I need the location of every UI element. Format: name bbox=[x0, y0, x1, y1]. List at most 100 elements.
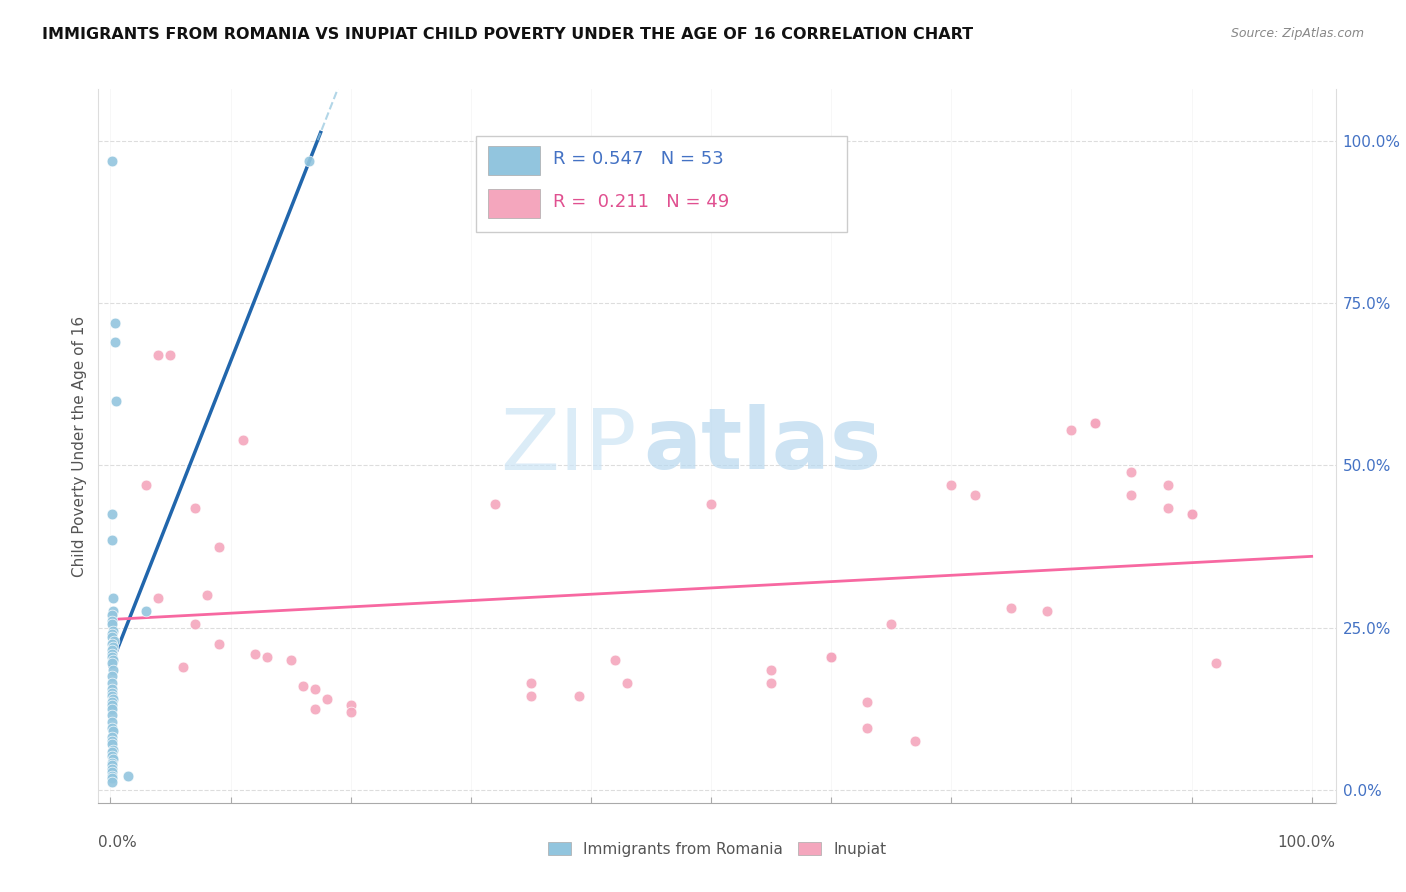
Point bbox=[820, 649, 842, 664]
Point bbox=[100, 649, 122, 664]
Point bbox=[100, 745, 122, 759]
Point bbox=[520, 675, 543, 690]
Point bbox=[101, 752, 124, 766]
Point bbox=[172, 659, 194, 673]
Point bbox=[104, 316, 127, 330]
FancyBboxPatch shape bbox=[488, 146, 540, 175]
Point bbox=[243, 647, 266, 661]
Point bbox=[159, 348, 181, 362]
Point bbox=[100, 775, 122, 789]
Point bbox=[100, 764, 122, 779]
Point bbox=[298, 153, 321, 168]
Point bbox=[101, 663, 124, 677]
Point bbox=[965, 488, 987, 502]
Point bbox=[195, 588, 218, 602]
Point bbox=[100, 614, 122, 628]
Point bbox=[1121, 488, 1143, 502]
Point bbox=[100, 689, 122, 703]
Point bbox=[880, 617, 903, 632]
Legend: Immigrants from Romania, Inupiat: Immigrants from Romania, Inupiat bbox=[541, 836, 893, 863]
Point bbox=[100, 682, 122, 697]
Point bbox=[1156, 478, 1178, 492]
Point bbox=[100, 617, 122, 632]
Point bbox=[100, 507, 122, 521]
Point bbox=[100, 647, 122, 661]
Point bbox=[101, 742, 124, 756]
Point bbox=[148, 591, 170, 606]
Point bbox=[1084, 417, 1107, 431]
Point bbox=[100, 657, 122, 671]
Point bbox=[100, 533, 122, 547]
Point bbox=[1000, 601, 1022, 615]
Y-axis label: Child Poverty Under the Age of 16: Child Poverty Under the Age of 16 bbox=[72, 316, 87, 576]
Point bbox=[101, 604, 124, 618]
Point bbox=[856, 721, 879, 735]
Point bbox=[100, 714, 122, 729]
Text: R = 0.547   N = 53: R = 0.547 N = 53 bbox=[553, 150, 723, 168]
Point bbox=[339, 705, 361, 719]
Point bbox=[207, 637, 229, 651]
Point bbox=[100, 734, 122, 748]
Point bbox=[100, 768, 122, 782]
Point bbox=[100, 762, 122, 776]
Point bbox=[104, 335, 127, 350]
Point bbox=[759, 663, 782, 677]
Point bbox=[100, 730, 122, 744]
Point bbox=[183, 617, 205, 632]
Point bbox=[1180, 507, 1202, 521]
Point bbox=[304, 682, 326, 697]
Point bbox=[100, 721, 122, 735]
Point bbox=[941, 478, 963, 492]
Point bbox=[1205, 657, 1227, 671]
FancyBboxPatch shape bbox=[475, 136, 846, 232]
Point bbox=[101, 653, 124, 667]
Point bbox=[135, 604, 157, 618]
Point bbox=[100, 771, 122, 785]
Point bbox=[820, 649, 842, 664]
Point bbox=[856, 695, 879, 709]
Point bbox=[103, 633, 125, 648]
Point bbox=[1180, 507, 1202, 521]
Point bbox=[100, 631, 122, 645]
Point bbox=[280, 653, 302, 667]
Point bbox=[1156, 500, 1178, 515]
Point bbox=[100, 738, 122, 752]
Point bbox=[105, 393, 128, 408]
Point bbox=[117, 768, 139, 782]
Point bbox=[100, 643, 122, 657]
Text: R =  0.211   N = 49: R = 0.211 N = 49 bbox=[553, 193, 728, 211]
Text: Source: ZipAtlas.com: Source: ZipAtlas.com bbox=[1230, 27, 1364, 40]
Point bbox=[1121, 465, 1143, 479]
Point bbox=[101, 724, 124, 739]
Text: atlas: atlas bbox=[643, 404, 882, 488]
Text: 100.0%: 100.0% bbox=[1278, 835, 1336, 850]
Point bbox=[135, 478, 157, 492]
Point bbox=[183, 500, 205, 515]
Point bbox=[100, 627, 122, 641]
Point bbox=[148, 348, 170, 362]
Point bbox=[759, 675, 782, 690]
Text: IMMIGRANTS FROM ROMANIA VS INUPIAT CHILD POVERTY UNDER THE AGE OF 16 CORRELATION: IMMIGRANTS FROM ROMANIA VS INUPIAT CHILD… bbox=[42, 27, 973, 42]
Point bbox=[100, 669, 122, 683]
Point bbox=[100, 607, 122, 622]
FancyBboxPatch shape bbox=[488, 189, 540, 218]
Point bbox=[100, 758, 122, 772]
Point bbox=[291, 679, 314, 693]
Point bbox=[256, 649, 278, 664]
Point bbox=[520, 689, 543, 703]
Point bbox=[100, 756, 122, 770]
Point bbox=[101, 640, 124, 654]
Point bbox=[232, 433, 254, 447]
Point bbox=[339, 698, 361, 713]
Point bbox=[568, 689, 591, 703]
Point bbox=[101, 591, 124, 606]
Point bbox=[100, 675, 122, 690]
Text: 0.0%: 0.0% bbox=[98, 835, 138, 850]
Point bbox=[1060, 423, 1083, 437]
Point bbox=[100, 685, 122, 699]
Point bbox=[904, 734, 927, 748]
Point bbox=[101, 624, 124, 638]
Point bbox=[100, 698, 122, 713]
Point bbox=[100, 153, 122, 168]
Point bbox=[100, 702, 122, 716]
